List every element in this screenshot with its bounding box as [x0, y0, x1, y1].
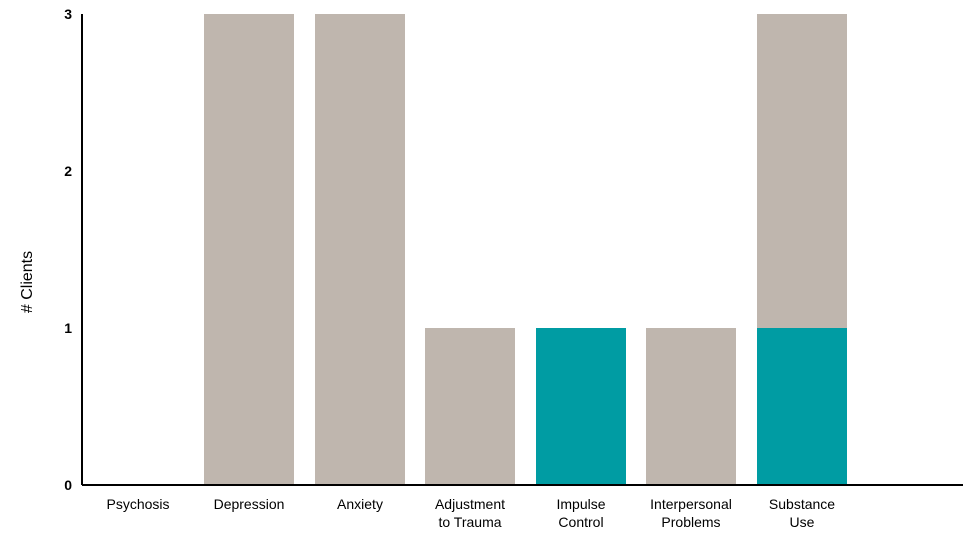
y-tick-label: 3	[64, 6, 72, 22]
x-category-label: Adjustment	[435, 496, 505, 512]
bar-series1-1	[204, 14, 294, 485]
bar-series1-5	[646, 328, 736, 485]
bars-layer	[204, 14, 847, 485]
x-category-label: Control	[558, 514, 603, 530]
x-category-label: Use	[790, 514, 815, 530]
y-tick-label: 2	[64, 163, 72, 179]
y-tick-labels: 0 1 2 3	[64, 6, 72, 493]
y-tick-label: 0	[64, 477, 72, 493]
x-category-label: Interpersonal	[650, 496, 732, 512]
x-category-label: Psychosis	[106, 496, 169, 512]
y-axis-title: # Clients	[19, 251, 36, 313]
x-category-label: Substance	[769, 496, 835, 512]
y-tick-label: 1	[64, 320, 72, 336]
x-category-label: Anxiety	[337, 496, 383, 512]
bar-series1-2	[315, 14, 405, 485]
bar-series1-3	[425, 328, 515, 485]
x-category-label: to Trauma	[438, 514, 501, 530]
bar-series2-6	[757, 328, 847, 485]
x-category-label: Depression	[214, 496, 285, 512]
x-category-label: Problems	[661, 514, 720, 530]
bar-series2-4	[536, 328, 626, 485]
x-category-label: Impulse	[556, 496, 605, 512]
x-category-labels: Psychosis Depression Anxiety Adjustment to T…	[106, 496, 835, 530]
